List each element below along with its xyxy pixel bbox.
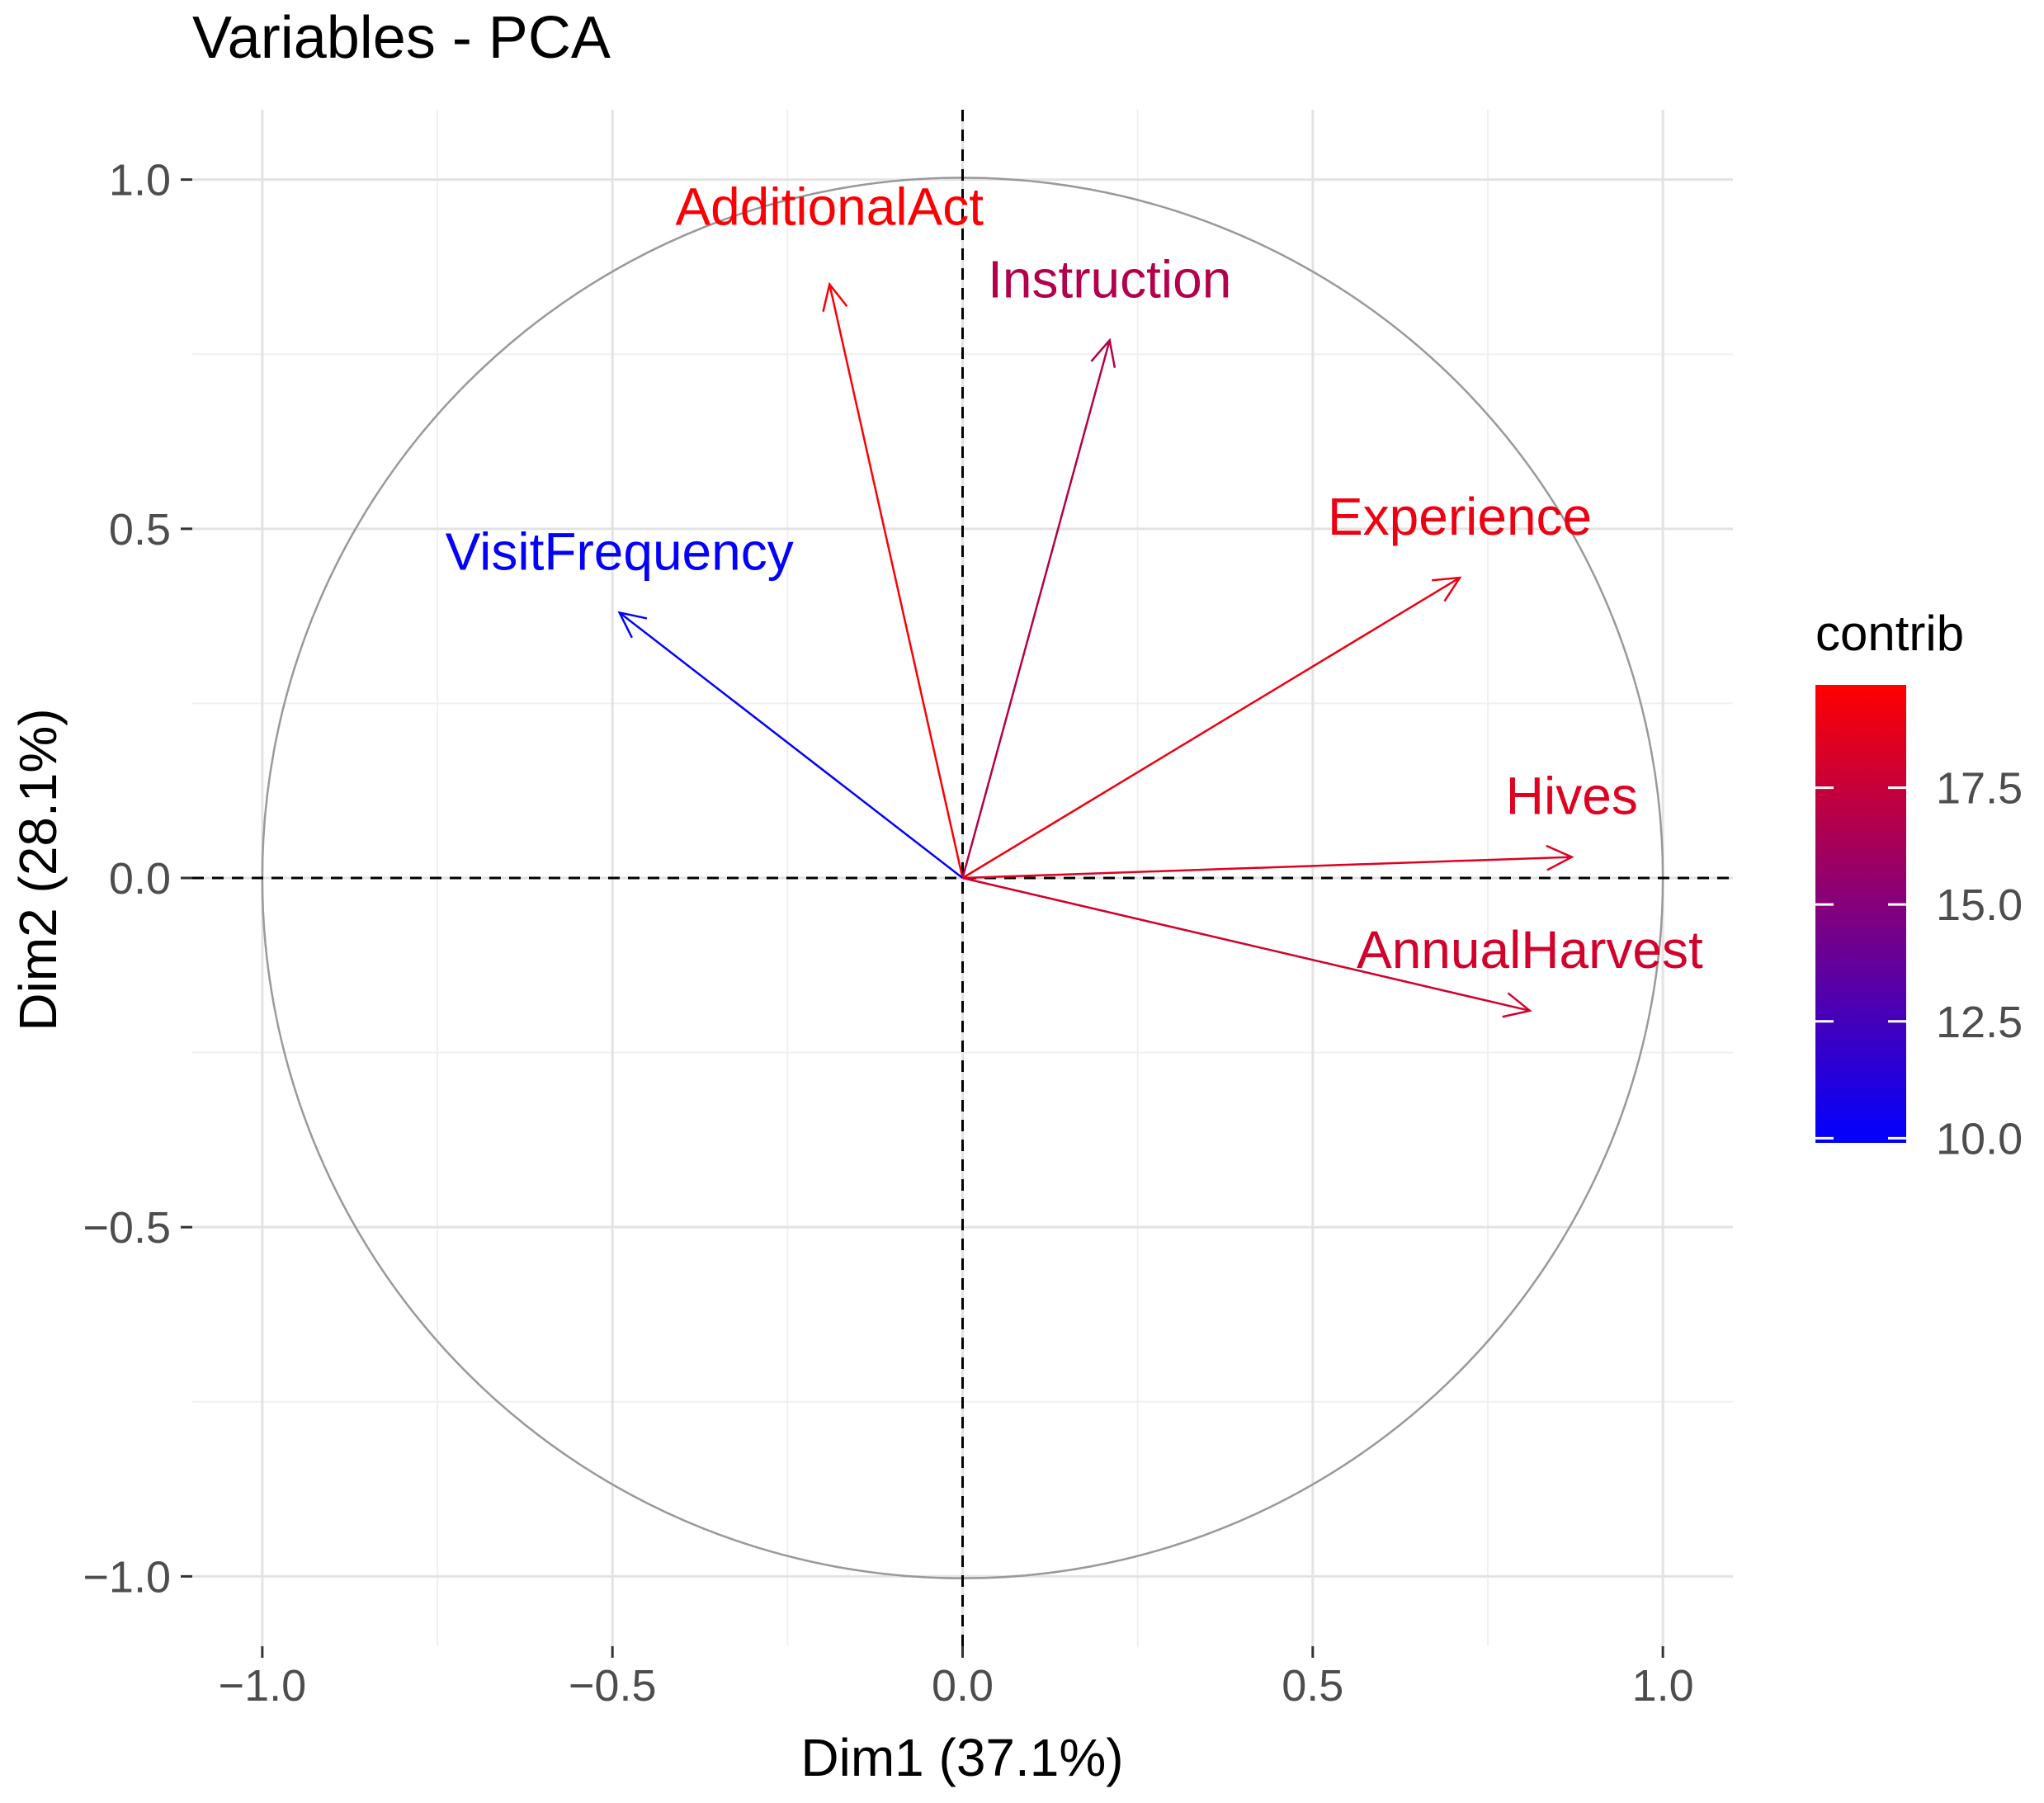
legend-tick-label: 12.5: [1936, 998, 2023, 1047]
legend-color-bar: [1815, 685, 1906, 1143]
x-tick-label: 1.0: [1632, 1661, 1694, 1711]
arrow-AnnualHarvest: [962, 876, 1531, 1012]
y-tick-label: 0.5: [109, 505, 171, 555]
y-tick-label: −1.0: [83, 1552, 171, 1602]
variable-label-Instruction: Instruction: [988, 249, 1231, 309]
arrowhead-AdditionalAct: [822, 281, 848, 312]
arrowhead-Instruction: [1090, 337, 1116, 368]
arrow-VisitFrequency: [618, 611, 964, 879]
legend-tick-label: 17.5: [1936, 764, 2023, 814]
x-axis-title: Dim1 (37.1%): [800, 1728, 1123, 1787]
arrowhead-Experience: [1432, 576, 1462, 602]
x-tick-label: 0.5: [1282, 1661, 1343, 1711]
arrowhead-VisitFrequency: [617, 611, 648, 639]
arrow-Hives: [962, 856, 1572, 880]
y-axis-title: Dim2 (28.1%): [8, 708, 68, 1031]
variable-label-AnnualHarvest: AnnualHarvest: [1357, 920, 1703, 979]
arrow-AdditionalAct: [828, 284, 964, 879]
variable-label-Experience: Experience: [1328, 487, 1592, 546]
y-tick-label: −0.5: [83, 1203, 171, 1253]
arrow-Instruction: [961, 339, 1111, 879]
x-axis-ticks: −1.0 −0.5 0.0 0.5 1.0: [219, 1646, 1694, 1711]
y-axis-ticks: −1.0 −0.5 0.0 0.5 1.0: [83, 156, 192, 1602]
legend-tick-label: 10.0: [1936, 1114, 2023, 1163]
y-tick-label: 0.0: [109, 854, 171, 904]
arrowhead-Hives: [1546, 844, 1574, 871]
contrib-legend: contrib 10.0 12.5 15.0 17.5: [1815, 606, 2023, 1163]
variable-label-Hives: Hives: [1506, 767, 1638, 826]
x-tick-label: −1.0: [219, 1661, 307, 1711]
legend-ticks: 10.0 12.5 15.0 17.5: [1815, 764, 2023, 1163]
y-tick-label: 1.0: [109, 156, 171, 205]
legend-tick-label: 15.0: [1936, 880, 2023, 930]
x-tick-label: 0.0: [932, 1661, 994, 1711]
x-tick-label: −0.5: [569, 1661, 657, 1711]
legend-title: contrib: [1815, 606, 1964, 661]
arrowhead-AnnualHarvest: [1502, 992, 1532, 1018]
variable-arrows: [617, 281, 1574, 1018]
variable-label-AdditionalAct: AdditionalAct: [675, 177, 984, 237]
variable-label-VisitFrequency: VisitFrequency: [446, 522, 794, 581]
arrow-Experience: [961, 576, 1461, 880]
chart-title: Variables - PCA: [192, 5, 611, 71]
